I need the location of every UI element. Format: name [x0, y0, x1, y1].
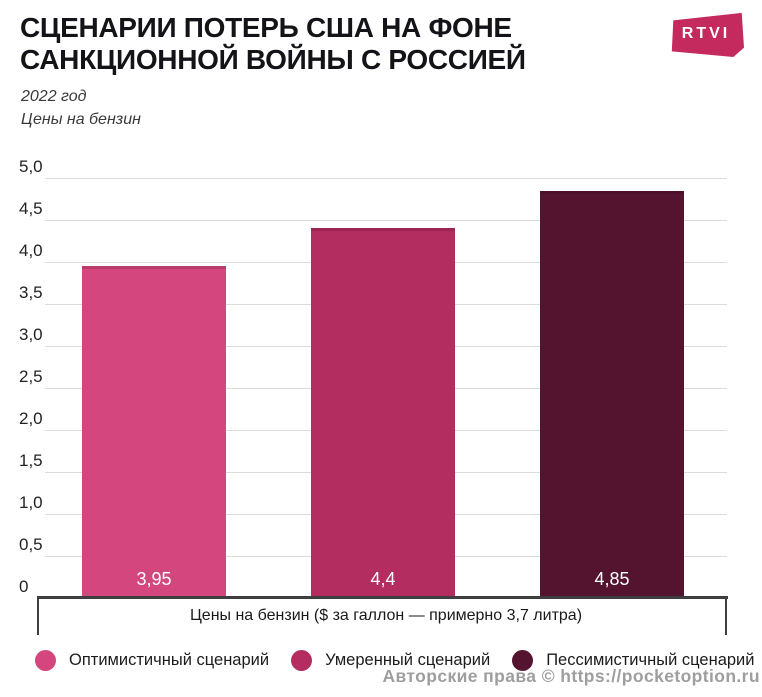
y-tick-label: 0,5 [19, 535, 43, 554]
y-tick-label: 4,0 [19, 241, 43, 260]
bar-value-label: 4,85 [594, 568, 630, 589]
y-tick-label: 2,0 [19, 409, 43, 428]
copyright-watermark: Авторские права © https://pocketoption.r… [382, 666, 760, 686]
y-tick-label: 4,5 [19, 199, 43, 218]
legend-label: Пессимистичный сценарий [546, 651, 755, 669]
x-axis-line [37, 596, 728, 599]
legend-dot-icon [291, 650, 313, 671]
gridline-4,5 [45, 220, 727, 221]
bar-1-Оптимистичный сценарий: 3,95 [82, 266, 226, 598]
x-axis-label: Цены на бензин ($ за галлон — примерно 3… [189, 607, 583, 624]
y-tick-label: 3,0 [19, 325, 43, 344]
title-line-2: САНКЦИОННОЙ ВОЙНЫ С РОССИЕЙ [20, 44, 526, 75]
rtvi-logo: RTVI [671, 12, 744, 58]
subtitle-metric: Цены на бензин [21, 111, 141, 128]
title-line-1: СЦЕНАРИИ ПОТЕРЬ США НА ФОНЕ [20, 12, 512, 43]
legend-item-2: Умеренный сценарий [291, 650, 490, 671]
bar-3-Пессимистичный сценарий: 4,85 [540, 190, 684, 598]
subtitle-year: 2022 год [21, 88, 87, 105]
y-tick-label: 2,5 [19, 367, 43, 386]
gridline-5,0 [45, 178, 727, 179]
chart-legend: Оптимистичный сценарий Умеренный сценарий… [35, 650, 762, 671]
y-tick-label: 0 [19, 577, 29, 596]
bar-2-Умеренный сценарий: 4,4 [311, 228, 455, 598]
x-axis-left-tick [37, 596, 39, 635]
y-tick-label: 5,0 [19, 157, 43, 176]
legend-item-3: Пессимистичный сценарий [512, 650, 754, 671]
rtvi-logo-text: RTVI [681, 24, 731, 42]
bar-value-label: 4,4 [370, 568, 396, 589]
legend-label: Умеренный сценарий [325, 651, 491, 669]
y-tick-label: 1,0 [19, 493, 43, 512]
y-tick-label: 1,5 [19, 451, 43, 470]
y-tick-label: 3,5 [19, 283, 43, 302]
bar-value-label: 3,95 [136, 568, 172, 589]
legend-dot-icon [512, 650, 534, 671]
x-axis-right-tick [725, 596, 727, 635]
page-title: СЦЕНАРИИ ПОТЕРЬ США НА ФОНЕ САНКЦИОННОЙ … [20, 12, 526, 76]
legend-dot-icon [35, 650, 56, 671]
legend-item-1: Оптимистичный сценарий [35, 650, 269, 671]
legend-label: Оптимистичный сценарий [69, 651, 270, 669]
